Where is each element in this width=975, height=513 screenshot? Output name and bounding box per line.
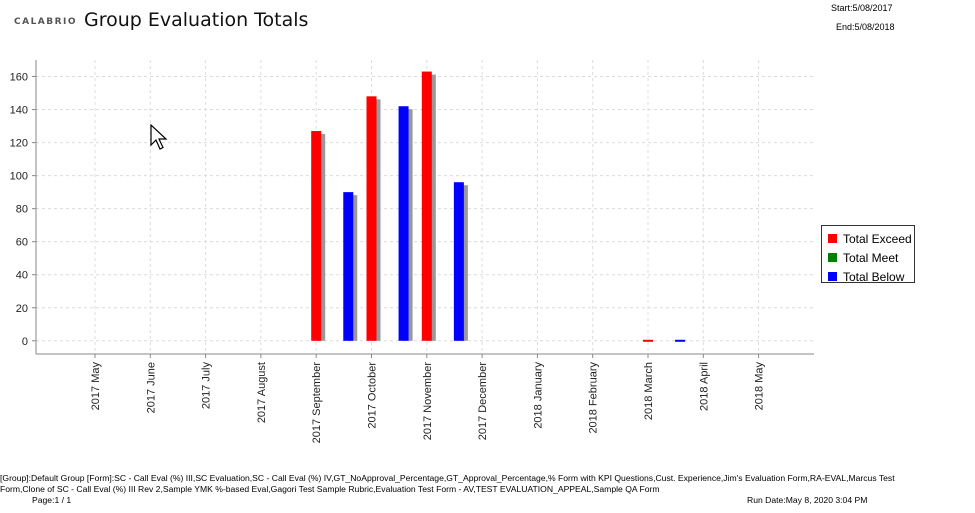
- legend-item-exceed: Total Exceed: [822, 229, 914, 248]
- x-tick-label: 2017 October: [367, 362, 379, 429]
- x-tick-label: 2017 July: [201, 362, 213, 410]
- y-tick-label: 0: [22, 336, 28, 348]
- legend-item-below: Total Below: [822, 267, 914, 286]
- bar-total-below: [343, 192, 354, 341]
- x-tick-label: 2017 September: [311, 362, 323, 444]
- x-tick-label: 2017 November: [422, 362, 434, 441]
- x-tick-label: 2017 June: [145, 362, 157, 413]
- y-tick-labels: 0 20 40 60 80 100 120 140 160: [10, 72, 28, 348]
- x-tick-label: 2018 May: [754, 362, 766, 411]
- calabrio-logo: CALABRIO: [14, 17, 78, 27]
- x-tick-label: 2017 May: [90, 362, 102, 411]
- y-tick-label: 40: [16, 270, 28, 282]
- legend-item-meet: Total Meet: [822, 248, 914, 267]
- x-tick-labels: 2017 May 2017 June 2017 July 2017 August 201…: [90, 362, 766, 444]
- bar-total-exceed: [366, 96, 377, 341]
- bar-total-exceed: [421, 71, 432, 341]
- legend-label-meet: Total Meet: [843, 250, 899, 265]
- bar-total-exceed: [311, 131, 322, 341]
- chart-bars: [311, 71, 686, 342]
- y-tick-label: 80: [16, 204, 28, 216]
- bar-total-below: [675, 339, 686, 342]
- legend-label-exceed: Total Exceed: [843, 231, 912, 246]
- legend-swatch-below: [828, 272, 837, 281]
- bar-total-exceed: [643, 339, 653, 342]
- end-date: End:5/08/2018: [836, 22, 895, 32]
- bar-total-below: [453, 182, 464, 341]
- legend-swatch-exceed: [828, 234, 837, 243]
- legend-label-below: Total Below: [843, 269, 905, 284]
- bar-total-below: [398, 106, 409, 341]
- mouse-pointer-icon: [150, 124, 168, 150]
- page-number: Page:1 / 1: [32, 495, 72, 505]
- x-tick-label: 2017 August: [256, 362, 268, 423]
- x-tick-label: 2017 December: [477, 362, 489, 441]
- y-tick-label: 160: [10, 72, 28, 84]
- y-tick-label: 120: [10, 138, 28, 150]
- run-date: Run Date:May 8, 2020 3:04 PM: [747, 495, 868, 505]
- start-date: Start:5/08/2017: [831, 3, 893, 13]
- x-tick-label: 2018 January: [532, 362, 544, 429]
- page-title: Group Evaluation Totals: [84, 9, 309, 31]
- chart-axes: [32, 60, 814, 358]
- y-tick-label: 20: [16, 303, 28, 315]
- x-tick-label: 2018 February: [588, 362, 600, 434]
- y-tick-label: 140: [10, 105, 28, 117]
- x-tick-label: 2018 April: [698, 362, 710, 411]
- x-tick-label: 2018 March: [643, 362, 655, 420]
- bar-shadows: [315, 74, 468, 341]
- legend-swatch-meet: [828, 253, 837, 262]
- y-tick-label: 60: [16, 237, 28, 249]
- chart-legend: Total Exceed Total Meet Total Below: [821, 225, 915, 286]
- y-tick-label: 100: [10, 171, 28, 183]
- report-filter-text: [Group]:Default Group [Form]:SC - Call E…: [0, 473, 895, 494]
